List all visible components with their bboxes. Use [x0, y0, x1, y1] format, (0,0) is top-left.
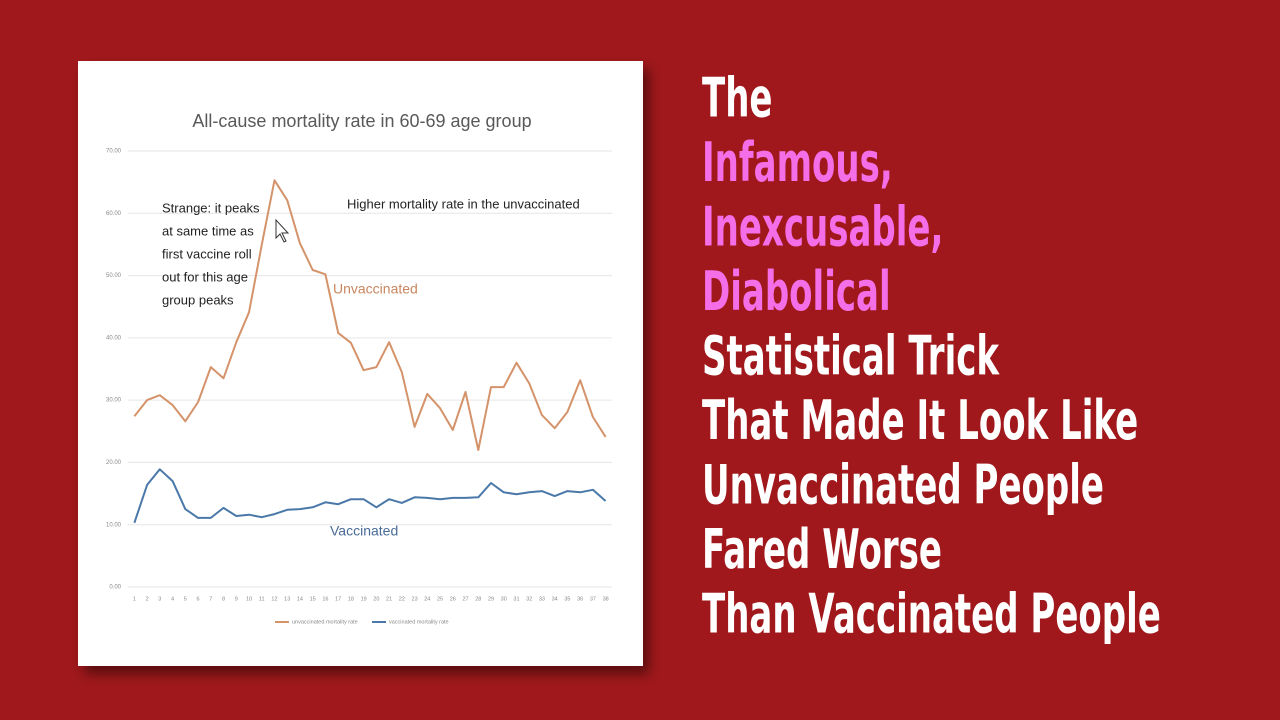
- x-tick-label: 13: [284, 596, 290, 602]
- annotation: at same time as: [162, 223, 254, 238]
- y-tick-label: 10.00: [106, 522, 122, 528]
- y-tick-label: 50.00: [106, 273, 122, 279]
- x-tick-label: 29: [488, 596, 494, 602]
- x-tick-label: 35: [564, 596, 570, 602]
- x-tick-label: 5: [184, 596, 187, 602]
- x-tick-label: 9: [235, 596, 238, 602]
- chart-title: All-cause mortality rate in 60-69 age gr…: [192, 111, 531, 131]
- x-tick-label: 31: [513, 596, 519, 602]
- x-tick-label: 3: [158, 596, 161, 602]
- x-tick-label: 11: [259, 596, 265, 602]
- series-line: [133, 468, 607, 524]
- x-tick-label: 25: [437, 596, 443, 602]
- annotation: out for this age: [162, 269, 248, 284]
- x-tick-label: 6: [197, 596, 200, 602]
- y-tick-label: 60.00: [106, 211, 122, 217]
- headline-line: Infamous,: [702, 131, 893, 194]
- y-tick-label: 30.00: [106, 398, 122, 404]
- annotation: group peaks: [162, 292, 234, 307]
- headline-line: Inexcusable,: [702, 195, 943, 258]
- x-tick-label: 7: [209, 596, 212, 602]
- x-tick-label: 26: [450, 596, 456, 602]
- x-tick-label: 18: [348, 596, 354, 602]
- legend-label: vaccinated mortality rate: [389, 619, 449, 625]
- x-tick-label: 37: [590, 596, 596, 602]
- x-tick-label: 30: [501, 596, 507, 602]
- headline-line: That Made It Look Like: [702, 389, 1138, 452]
- x-tick-label: 14: [297, 596, 303, 602]
- headline-line: Unvaccinated People: [702, 453, 1104, 516]
- y-tick-label: 20.00: [106, 460, 122, 466]
- annotation: Unvaccinated: [333, 281, 418, 297]
- y-tick-label: 0.00: [109, 585, 121, 591]
- x-tick-label: 24: [424, 596, 430, 602]
- x-tick-label: 12: [271, 596, 277, 602]
- headline-line: Fared Worse: [702, 518, 942, 581]
- x-tick-label: 32: [526, 596, 532, 602]
- x-tick-label: 36: [577, 596, 583, 602]
- x-tick-label: 2: [146, 596, 149, 602]
- annotation: Vaccinated: [330, 523, 398, 539]
- series-line: [133, 179, 607, 451]
- legend-label: unvaccinated mortality rate: [292, 619, 358, 625]
- x-tick-label: 1: [133, 596, 136, 602]
- chart: 0.00 10.00 20.00 30.00 40.00 50.00 60.00 70.00 1…: [106, 149, 612, 625]
- annotation: first vaccine roll: [162, 246, 252, 261]
- headline: TheInfamous,Inexcusable,DiabolicalStatis…: [702, 66, 1161, 645]
- x-tick-label: 20: [373, 596, 379, 602]
- headline-line: Than Vaccinated People: [702, 582, 1161, 645]
- cursor-icon: [275, 218, 290, 243]
- x-tick-label: 33: [539, 596, 545, 602]
- headline-line: The: [702, 66, 772, 129]
- x-tick-label: 23: [412, 596, 418, 602]
- x-tick-label: 28: [475, 596, 481, 602]
- y-tick-label: 40.00: [106, 335, 122, 341]
- headline-line: Statistical Trick: [702, 324, 1000, 387]
- x-tick-label: 10: [246, 596, 252, 602]
- x-tick-label: 4: [171, 596, 174, 602]
- x-tick-label: 8: [222, 596, 225, 602]
- x-tick-label: 15: [310, 596, 316, 602]
- headline-line: Diabolical: [702, 260, 891, 323]
- annotation: Higher mortality rate in the unvaccinate…: [347, 196, 580, 211]
- x-tick-label: 34: [552, 596, 558, 602]
- x-tick-label: 16: [322, 596, 328, 602]
- x-tick-label: 21: [386, 596, 392, 602]
- x-tick-label: 19: [361, 596, 367, 602]
- x-tick-label: 22: [399, 596, 405, 602]
- annotation: Strange: it peaks: [162, 200, 260, 215]
- x-tick-label: 27: [462, 596, 468, 602]
- y-tick-label: 70.00: [106, 149, 122, 155]
- x-tick-label: 17: [335, 596, 341, 602]
- x-tick-label: 38: [603, 596, 609, 602]
